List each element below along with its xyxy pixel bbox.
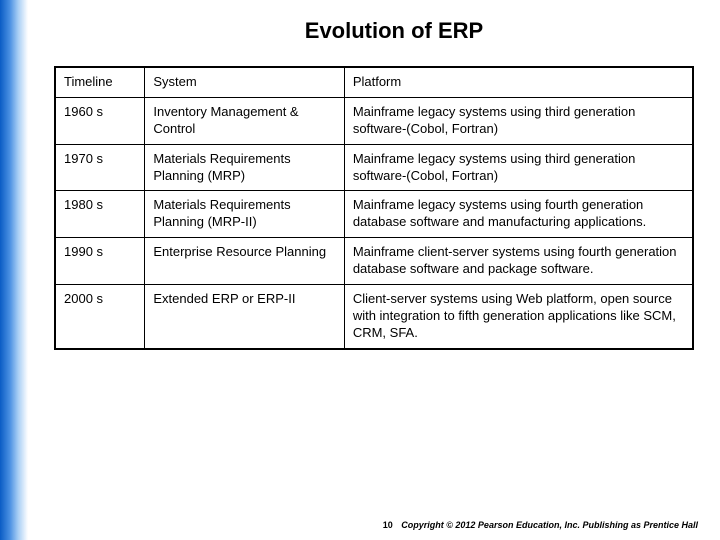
cell-timeline: 1990 s (55, 238, 145, 285)
cell-platform: Mainframe legacy systems using third gen… (344, 97, 693, 144)
cell-system: Enterprise Resource Planning (145, 238, 344, 285)
cell-timeline: 1960 s (55, 97, 145, 144)
cell-system: Materials Requirements Planning (MRP) (145, 144, 344, 191)
table-row: 2000 s Extended ERP or ERP-II Client-ser… (55, 285, 693, 349)
cell-system: Materials Requirements Planning (MRP-II) (145, 191, 344, 238)
table-row: 1960 s Inventory Management & Control Ma… (55, 97, 693, 144)
cell-timeline: 1970 s (55, 144, 145, 191)
copyright-text: Copyright © 2012 Pearson Education, Inc.… (401, 520, 698, 530)
cell-platform: Mainframe legacy systems using fourth ge… (344, 191, 693, 238)
cell-system: Extended ERP or ERP-II (145, 285, 344, 349)
cell-timeline: 2000 s (55, 285, 145, 349)
col-header-system: System (145, 67, 344, 97)
cell-platform: Client-server systems using Web platform… (344, 285, 693, 349)
table-row: 1970 s Materials Requirements Planning (… (55, 144, 693, 191)
table-row: 1980 s Materials Requirements Planning (… (55, 191, 693, 238)
cell-platform: Mainframe legacy systems using third gen… (344, 144, 693, 191)
table-row: 1990 s Enterprise Resource Planning Main… (55, 238, 693, 285)
cell-platform: Mainframe client-server systems using fo… (344, 238, 693, 285)
col-header-timeline: Timeline (55, 67, 145, 97)
page-title: Evolution of ERP (50, 18, 698, 44)
erp-evolution-table: Timeline System Platform 1960 s Inventor… (54, 66, 694, 350)
slide-content: Evolution of ERP Timeline System Platfor… (28, 0, 720, 540)
left-gradient-bar (0, 0, 28, 540)
footer: 10 Copyright © 2012 Pearson Education, I… (383, 520, 698, 530)
table-header-row: Timeline System Platform (55, 67, 693, 97)
page-number: 10 (383, 520, 393, 530)
cell-system: Inventory Management & Control (145, 97, 344, 144)
cell-timeline: 1980 s (55, 191, 145, 238)
col-header-platform: Platform (344, 67, 693, 97)
